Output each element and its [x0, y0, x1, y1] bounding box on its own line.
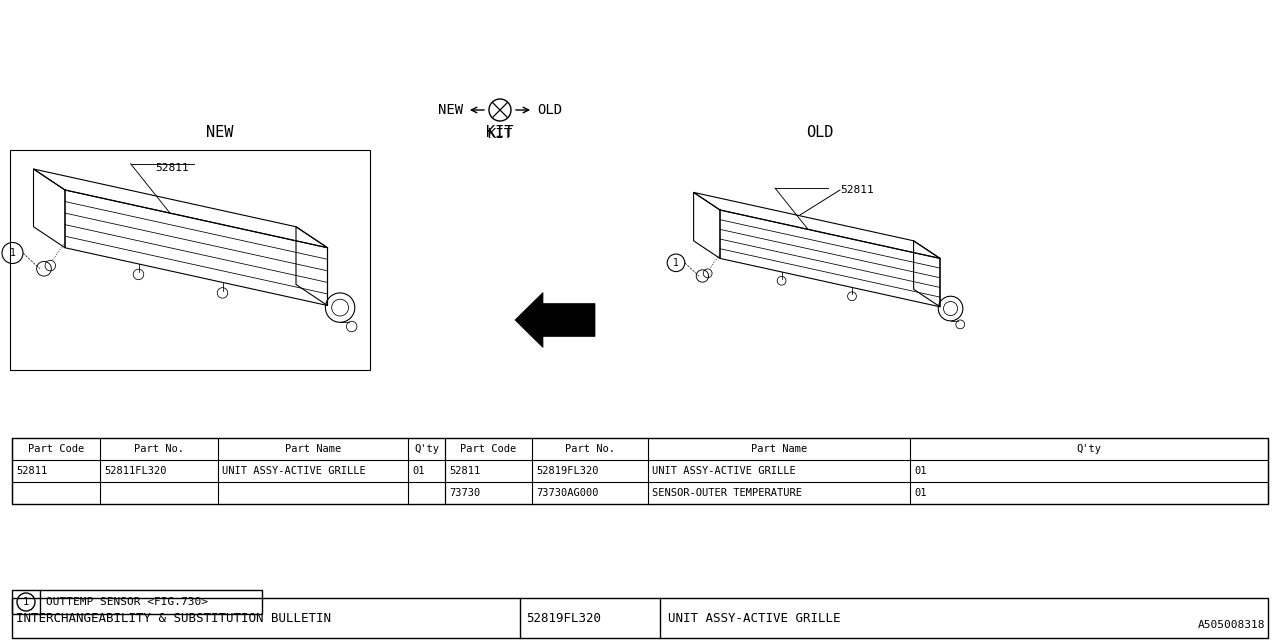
Text: UNIT ASSY-ACTIVE GRILLE: UNIT ASSY-ACTIVE GRILLE	[652, 466, 796, 476]
Text: 1: 1	[23, 597, 29, 607]
Text: SENSOR-OUTER TEMPERATURE: SENSOR-OUTER TEMPERATURE	[652, 488, 803, 498]
Text: INTERCHANGEABILITY & SUBSTITUTION BULLETIN: INTERCHANGEABILITY & SUBSTITUTION BULLET…	[15, 611, 332, 625]
Text: 1: 1	[673, 258, 678, 268]
Text: 52819FL320: 52819FL320	[536, 466, 599, 476]
Text: UNIT ASSY-ACTIVE GRILLE: UNIT ASSY-ACTIVE GRILLE	[668, 611, 841, 625]
Text: OLD: OLD	[538, 103, 562, 117]
Text: Part Code: Part Code	[461, 444, 517, 454]
Text: UNIT ASSY-ACTIVE GRILLE: UNIT ASSY-ACTIVE GRILLE	[221, 466, 366, 476]
Text: Part Code: Part Code	[28, 444, 84, 454]
Bar	[10, 150, 370, 370]
Text: Q'ty: Q'ty	[1076, 444, 1102, 454]
Bar	[12, 438, 1268, 504]
Text: 01: 01	[412, 466, 425, 476]
Text: NEW: NEW	[206, 125, 234, 140]
Polygon shape	[515, 292, 595, 348]
Text: Part No.: Part No.	[134, 444, 184, 454]
Text: KIT: KIT	[486, 125, 513, 140]
Text: 52811: 52811	[449, 466, 480, 476]
Text: Part Name: Part Name	[285, 444, 342, 454]
Text: 52811: 52811	[155, 163, 188, 173]
Text: NEW: NEW	[438, 103, 463, 117]
Text: KIT: KIT	[488, 127, 512, 141]
Text: 52811FL320: 52811FL320	[104, 466, 166, 476]
Bar	[12, 598, 1268, 638]
Text: 52819FL320: 52819FL320	[526, 611, 602, 625]
Text: OLD: OLD	[806, 125, 833, 140]
Text: 73730AG000: 73730AG000	[536, 488, 599, 498]
Text: A505008318: A505008318	[1198, 620, 1265, 630]
Text: 1: 1	[9, 248, 15, 258]
Text: 52811: 52811	[15, 466, 47, 476]
Text: 01: 01	[914, 488, 927, 498]
Text: OUTTEMP SENSOR <FIG.730>: OUTTEMP SENSOR <FIG.730>	[46, 597, 207, 607]
Text: Q'ty: Q'ty	[413, 444, 439, 454]
Text: Part No.: Part No.	[564, 444, 614, 454]
Bar	[12, 590, 262, 614]
Text: 73730: 73730	[449, 488, 480, 498]
Text: Part Name: Part Name	[751, 444, 808, 454]
Text: 01: 01	[914, 466, 927, 476]
Text: 52811: 52811	[840, 185, 874, 195]
